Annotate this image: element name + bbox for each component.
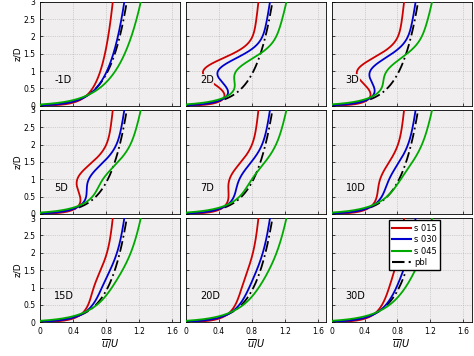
Text: 30D: 30D	[346, 291, 365, 301]
Text: 10D: 10D	[346, 183, 365, 193]
Y-axis label: z/D: z/D	[13, 47, 22, 61]
Text: 3D: 3D	[346, 75, 359, 85]
Text: 5D: 5D	[55, 183, 68, 193]
Y-axis label: z/D: z/D	[13, 263, 22, 277]
X-axis label: $\overline{u}/U$: $\overline{u}/U$	[392, 337, 411, 351]
Text: 7D: 7D	[200, 183, 214, 193]
Text: 15D: 15D	[55, 291, 74, 301]
Text: -1D: -1D	[55, 75, 72, 85]
X-axis label: $\overline{u}/U$: $\overline{u}/U$	[101, 337, 119, 351]
Y-axis label: z/D: z/D	[13, 155, 22, 169]
X-axis label: $\overline{u}/U$: $\overline{u}/U$	[247, 337, 265, 351]
Text: 2D: 2D	[200, 75, 214, 85]
Text: 20D: 20D	[200, 291, 220, 301]
Legend: s 015, s 030, s 045, pbl: s 015, s 030, s 045, pbl	[389, 220, 440, 271]
